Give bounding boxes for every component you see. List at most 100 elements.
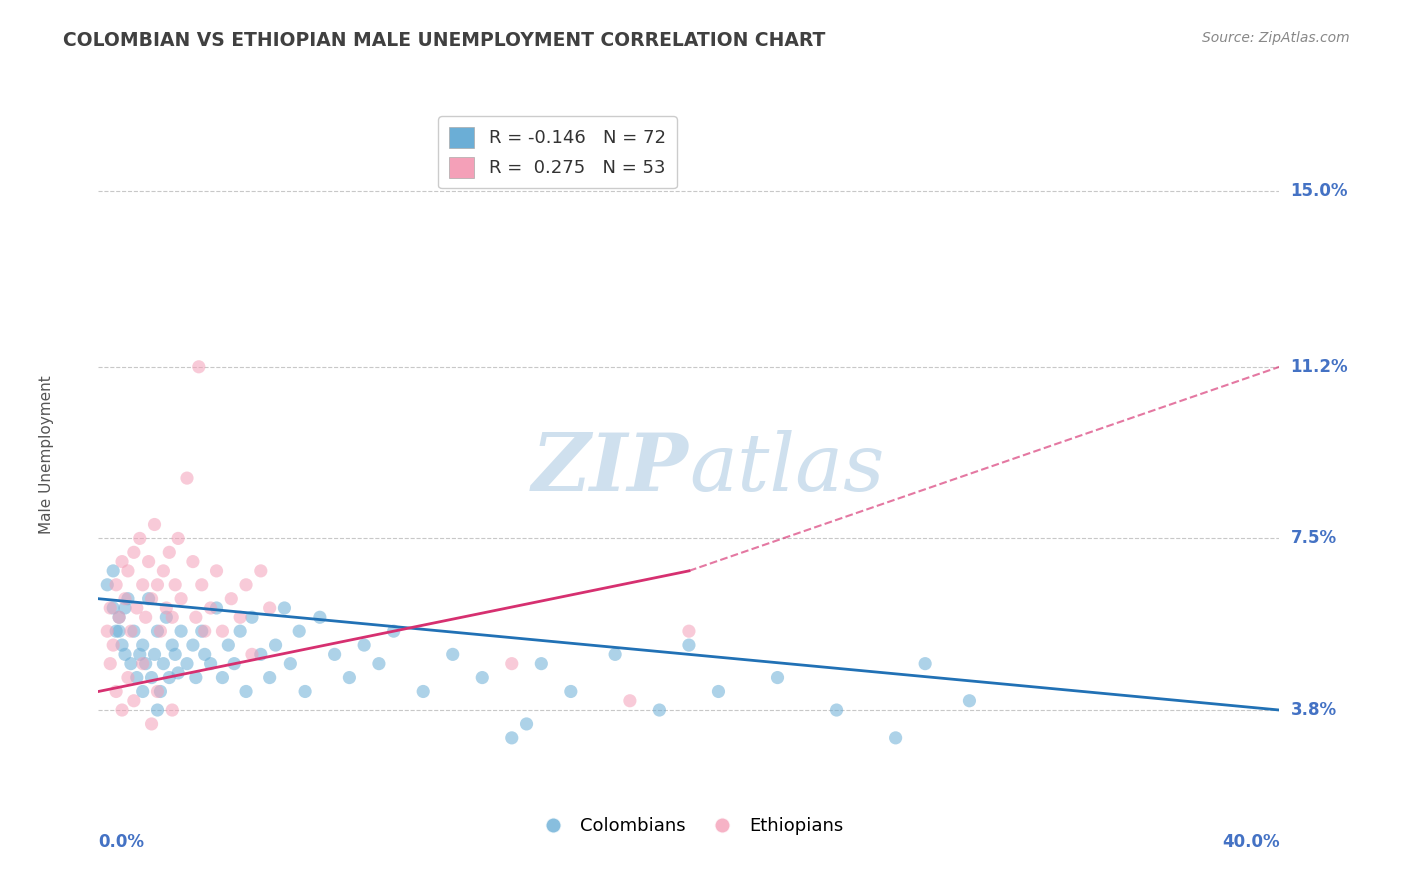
- Point: [353, 638, 375, 652]
- Point: [103, 564, 125, 578]
- Point: [132, 578, 155, 592]
- Point: [122, 694, 145, 708]
- Point: [141, 591, 163, 606]
- Point: [122, 545, 145, 559]
- Point: [516, 717, 538, 731]
- Text: atlas: atlas: [689, 430, 884, 508]
- Point: [155, 601, 177, 615]
- Point: [259, 671, 281, 685]
- Point: [309, 610, 332, 624]
- Point: [111, 555, 134, 569]
- Point: [122, 624, 145, 639]
- Point: [146, 703, 169, 717]
- Point: [501, 731, 523, 745]
- Point: [114, 648, 136, 662]
- Point: [162, 638, 183, 652]
- Point: [132, 638, 155, 652]
- Point: [412, 684, 434, 698]
- Point: [184, 671, 207, 685]
- Point: [194, 624, 217, 639]
- Point: [264, 638, 287, 652]
- Point: [221, 591, 243, 606]
- Point: [120, 657, 142, 671]
- Point: [678, 624, 700, 639]
- Point: [143, 648, 166, 662]
- Point: [884, 731, 907, 745]
- Point: [111, 638, 134, 652]
- Point: [176, 471, 198, 485]
- Point: [288, 624, 311, 639]
- Point: [96, 578, 118, 592]
- Point: [152, 657, 174, 671]
- Text: COLOMBIAN VS ETHIOPIAN MALE UNEMPLOYMENT CORRELATION CHART: COLOMBIAN VS ETHIOPIAN MALE UNEMPLOYMENT…: [63, 31, 825, 50]
- Point: [105, 624, 128, 639]
- Point: [194, 648, 217, 662]
- Point: [155, 610, 177, 624]
- Point: [162, 703, 183, 717]
- Point: [294, 684, 316, 698]
- Point: [560, 684, 582, 698]
- Point: [152, 564, 174, 578]
- Text: Source: ZipAtlas.com: Source: ZipAtlas.com: [1202, 31, 1350, 45]
- Point: [250, 648, 273, 662]
- Point: [132, 684, 155, 698]
- Text: 7.5%: 7.5%: [1291, 530, 1337, 548]
- Point: [619, 694, 641, 708]
- Point: [146, 578, 169, 592]
- Point: [114, 601, 136, 615]
- Point: [280, 657, 302, 671]
- Point: [170, 624, 193, 639]
- Point: [205, 564, 228, 578]
- Point: [108, 610, 131, 624]
- Point: [707, 684, 730, 698]
- Point: [162, 610, 183, 624]
- Point: [240, 610, 263, 624]
- Point: [678, 638, 700, 652]
- Point: [146, 684, 169, 698]
- Point: [135, 610, 157, 624]
- Point: [143, 517, 166, 532]
- Point: [184, 610, 207, 624]
- Point: [114, 591, 136, 606]
- Point: [914, 657, 936, 671]
- Point: [205, 601, 228, 615]
- Point: [501, 657, 523, 671]
- Text: 15.0%: 15.0%: [1291, 182, 1348, 200]
- Point: [181, 555, 204, 569]
- Point: [191, 578, 214, 592]
- Text: ZIP: ZIP: [531, 430, 689, 508]
- Point: [157, 671, 180, 685]
- Point: [103, 601, 125, 615]
- Point: [339, 671, 361, 685]
- Point: [111, 703, 134, 717]
- Point: [149, 624, 172, 639]
- Point: [211, 671, 233, 685]
- Point: [138, 555, 160, 569]
- Point: [200, 657, 222, 671]
- Point: [120, 624, 142, 639]
- Point: [98, 657, 121, 671]
- Point: [530, 657, 553, 671]
- Point: [167, 665, 190, 680]
- Point: [259, 601, 281, 615]
- Point: [157, 545, 180, 559]
- Point: [103, 638, 125, 652]
- Text: 3.8%: 3.8%: [1291, 701, 1337, 719]
- Point: [229, 624, 252, 639]
- Point: [441, 648, 464, 662]
- Point: [273, 601, 295, 615]
- Point: [146, 624, 169, 639]
- Point: [105, 684, 128, 698]
- Point: [217, 638, 239, 652]
- Point: [211, 624, 233, 639]
- Point: [224, 657, 246, 671]
- Point: [96, 624, 118, 639]
- Point: [605, 648, 627, 662]
- Point: [187, 359, 209, 374]
- Text: Male Unemployment: Male Unemployment: [38, 376, 53, 534]
- Point: [117, 564, 139, 578]
- Point: [138, 591, 160, 606]
- Point: [959, 694, 981, 708]
- Point: [132, 657, 155, 671]
- Point: [165, 648, 187, 662]
